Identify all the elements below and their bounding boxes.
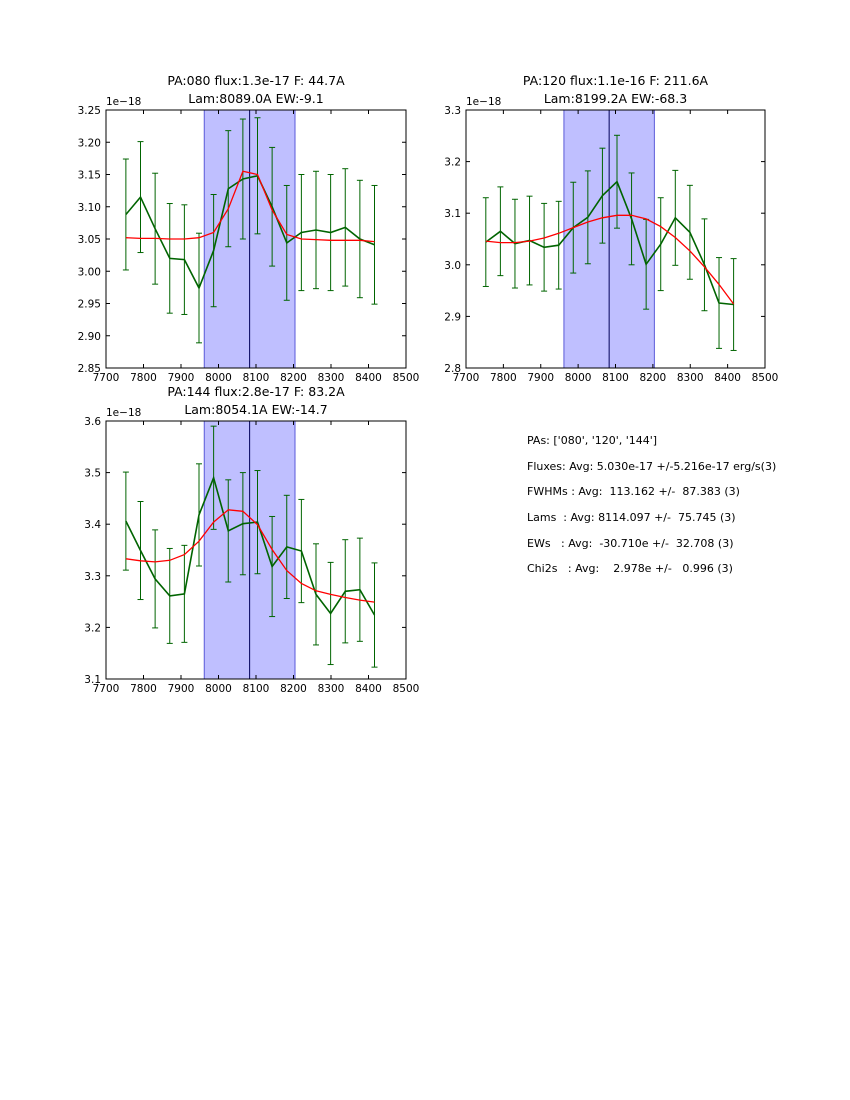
spectrum-panel-pa080: 7700 7800 7900 8000 8100 8200 8300 8400 8500 2.85… bbox=[78, 73, 420, 384]
summary-stats: PAs: ['080', '120', '144'] Fluxes: Avg: … bbox=[527, 434, 776, 588]
y-tick-label: 3.25 bbox=[78, 105, 101, 117]
x-tick-label: 8000 bbox=[205, 372, 232, 384]
y-tick-label: 3.6 bbox=[84, 416, 101, 428]
x-tick-label: 8200 bbox=[280, 372, 307, 384]
y-tick-label: 3.0 bbox=[444, 260, 461, 272]
panel-title-line2: Lam:8089.0A EW:-9.1 bbox=[188, 91, 323, 106]
y-tick-label: 2.90 bbox=[78, 331, 101, 343]
y-tick-label: 3.5 bbox=[84, 468, 101, 480]
y-tick-label: 3.15 bbox=[78, 170, 101, 182]
data-series-line bbox=[125, 174, 375, 290]
y-tick-label: 3.2 bbox=[84, 622, 101, 634]
x-tick-label: 7900 bbox=[168, 683, 195, 695]
x-tick-label: 8300 bbox=[677, 372, 704, 384]
panel-title-line2: Lam:8054.1A EW:-14.7 bbox=[184, 402, 327, 417]
x-tick-label: 8300 bbox=[318, 372, 345, 384]
panel-title-line1: PA:144 flux:2.8e-17 F: 83.2A bbox=[167, 384, 345, 399]
y-tick-label: 3.20 bbox=[78, 137, 101, 149]
summary-fluxes: Fluxes: Avg: 5.030e-17 +/-5.216e-17 erg/… bbox=[527, 459, 777, 473]
panel-title-line2: Lam:8199.2A EW:-68.3 bbox=[544, 91, 687, 106]
x-tick-label: 7700 bbox=[93, 372, 120, 384]
y-tick-label: 2.8 bbox=[444, 363, 461, 375]
x-tick-label: 7900 bbox=[168, 372, 195, 384]
summary-ews: EWs : Avg: -30.710e +/- 32.708 (3) bbox=[527, 536, 734, 550]
x-tick-label: 7800 bbox=[130, 683, 157, 695]
x-tick-label: 7800 bbox=[130, 372, 157, 384]
y-tick-label: 3.3 bbox=[84, 571, 101, 583]
spectrum-panel-pa120: 7700 7800 7900 8000 8100 8200 8300 8400 8500 2.8 2… bbox=[444, 73, 778, 384]
x-tick-label: 8500 bbox=[393, 372, 420, 384]
spectrum-panel-pa144: 7700 7800 7900 8000 8100 8200 8300 8400 8500 3.1 3… bbox=[84, 384, 419, 695]
summary-lams: Lams : Avg: 8114.097 +/- 75.745 (3) bbox=[527, 511, 736, 525]
x-tick-label: 8100 bbox=[243, 372, 270, 384]
y-tick-label: 3.05 bbox=[78, 234, 101, 246]
y-tick-label: 3.4 bbox=[84, 519, 101, 531]
x-tick-label: 8400 bbox=[355, 372, 382, 384]
y-offset-label: 1e−18 bbox=[106, 407, 141, 419]
x-tick-label: 8000 bbox=[565, 372, 592, 384]
y-tick-label: 2.85 bbox=[78, 363, 101, 375]
data-series-line bbox=[125, 475, 376, 616]
x-tick-label: 8400 bbox=[355, 683, 382, 695]
y-tick-label: 3.1 bbox=[444, 208, 461, 220]
model-fit-line bbox=[125, 170, 375, 243]
y-tick-label: 3.3 bbox=[444, 105, 461, 117]
y-tick-label: 2.9 bbox=[444, 311, 461, 323]
summary-fwhms: FWHMs : Avg: 113.162 +/- 87.383 (3) bbox=[527, 485, 740, 499]
x-tick-label: 8500 bbox=[752, 372, 779, 384]
model-fit-line bbox=[125, 509, 375, 603]
x-tick-label: 8200 bbox=[640, 372, 667, 384]
summary-chi2s: Chi2s : Avg: 2.978e +/- 0.996 (3) bbox=[527, 562, 733, 576]
x-tick-label: 8300 bbox=[318, 683, 345, 695]
panel-title-line1: PA:120 flux:1.1e-16 F: 211.6A bbox=[523, 73, 709, 88]
y-tick-label: 2.95 bbox=[78, 299, 101, 311]
panel-title-line1: PA:080 flux:1.3e-17 F: 44.7A bbox=[167, 73, 345, 88]
x-tick-label: 7700 bbox=[93, 683, 120, 695]
summary-pas: PAs: ['080', '120', '144'] bbox=[527, 434, 658, 447]
x-tick-label: 8100 bbox=[602, 372, 629, 384]
y-tick-label: 3.1 bbox=[84, 674, 101, 686]
x-tick-label: 8100 bbox=[243, 683, 270, 695]
x-tick-label: 8500 bbox=[393, 683, 420, 695]
y-tick-label: 3.2 bbox=[444, 157, 461, 169]
x-tick-label: 7900 bbox=[527, 372, 554, 384]
y-tick-label: 3.00 bbox=[78, 266, 101, 278]
x-tick-label: 7700 bbox=[453, 372, 480, 384]
model-fit-line bbox=[485, 214, 735, 305]
x-tick-label: 8200 bbox=[280, 683, 307, 695]
y-tick-label: 3.10 bbox=[78, 202, 101, 214]
y-offset-label: 1e−18 bbox=[466, 96, 501, 108]
y-offset-label: 1e−18 bbox=[106, 96, 141, 108]
x-tick-label: 8000 bbox=[205, 683, 232, 695]
x-tick-label: 7800 bbox=[490, 372, 517, 384]
x-tick-label: 8400 bbox=[714, 372, 741, 384]
